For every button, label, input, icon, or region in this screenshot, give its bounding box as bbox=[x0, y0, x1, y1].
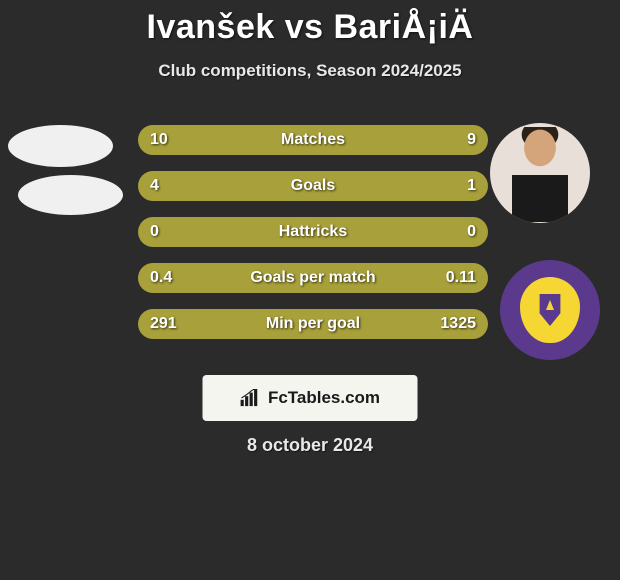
player-right-avatar bbox=[490, 123, 590, 223]
stat-rows: 109Matches 41Goals 00Hattricks 0.40.11Goals… bbox=[138, 125, 488, 355]
branding-text: FcTables.com bbox=[268, 388, 380, 408]
stat-label: Matches bbox=[138, 125, 488, 155]
page-title: Ivanšek vs BariÅ¡iÄ bbox=[0, 0, 620, 47]
stat-row: 41Goals bbox=[138, 171, 488, 201]
club-left-badge bbox=[18, 175, 123, 215]
player-silhouette-icon bbox=[505, 127, 575, 222]
date-label: 8 october 2024 bbox=[0, 435, 620, 456]
stat-label: Hattricks bbox=[138, 217, 488, 247]
stat-row: 0.40.11Goals per match bbox=[138, 263, 488, 293]
stat-label: Goals per match bbox=[138, 263, 488, 293]
stat-label: Min per goal bbox=[138, 309, 488, 339]
stat-label: Goals bbox=[138, 171, 488, 201]
branding-badge: FcTables.com bbox=[203, 375, 418, 421]
stat-row: 00Hattricks bbox=[138, 217, 488, 247]
chart-bars-icon bbox=[240, 389, 262, 407]
stat-row: 109Matches bbox=[138, 125, 488, 155]
subtitle: Club competitions, Season 2024/2025 bbox=[0, 61, 620, 81]
club-right-badge bbox=[500, 260, 600, 360]
club-crest-icon bbox=[520, 277, 580, 343]
comparison-infographic: Ivanšek vs BariÅ¡iÄ Club competitions, S… bbox=[0, 0, 620, 580]
player-left-avatar bbox=[8, 125, 113, 167]
stat-row: 2911325Min per goal bbox=[138, 309, 488, 339]
